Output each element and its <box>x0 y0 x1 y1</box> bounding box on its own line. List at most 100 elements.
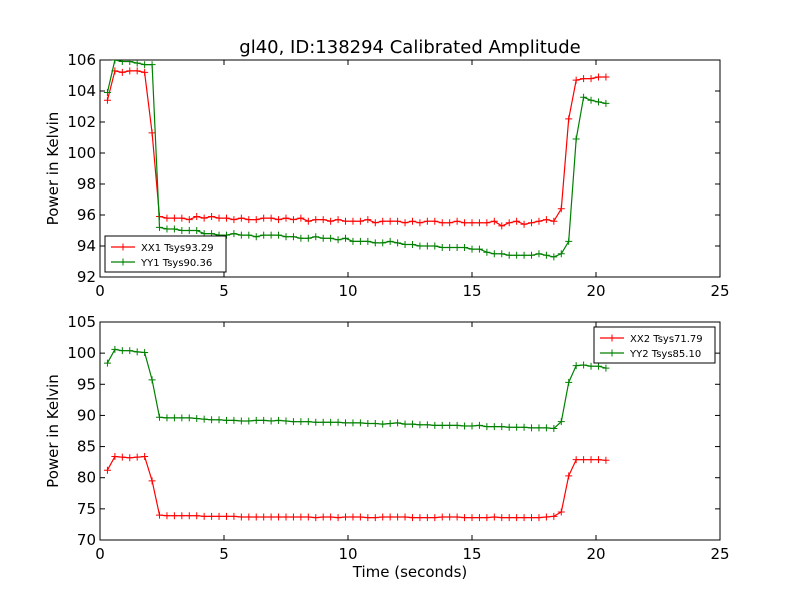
data-point <box>386 217 394 225</box>
data-point <box>528 514 536 522</box>
data-point <box>319 513 327 521</box>
data-point <box>282 513 290 521</box>
data-point <box>252 233 260 241</box>
data-point <box>260 513 268 521</box>
legend-marker <box>608 349 616 357</box>
data-point <box>520 423 528 431</box>
data-point <box>438 244 446 252</box>
data-point <box>342 234 350 242</box>
data-point <box>408 240 416 248</box>
x-tick-label: 0 <box>95 545 105 563</box>
x-tick-label: 0 <box>95 282 105 300</box>
data-point <box>431 421 439 429</box>
data-point <box>118 453 126 461</box>
data-point <box>364 237 372 245</box>
data-point <box>468 219 476 227</box>
data-point <box>513 217 521 225</box>
data-point <box>275 513 283 521</box>
data-point <box>349 419 357 427</box>
data-point <box>587 75 595 83</box>
data-point <box>468 245 476 253</box>
data-point <box>505 251 513 259</box>
data-point <box>528 424 536 432</box>
data-point <box>327 234 335 242</box>
data-point <box>364 420 372 428</box>
data-point <box>126 67 134 75</box>
data-point <box>557 418 565 426</box>
data-point <box>490 513 498 521</box>
data-point <box>580 75 588 83</box>
data-point <box>156 511 164 519</box>
series-layer <box>103 345 610 522</box>
y-tick-label: 90 <box>77 406 96 424</box>
chart-title: gl40, ID:138294 Calibrated Amplitude <box>239 37 580 58</box>
data-point <box>356 217 364 225</box>
y-tick-label: 104 <box>67 82 96 100</box>
data-point <box>222 416 230 424</box>
data-point <box>282 233 290 241</box>
data-point <box>498 514 506 522</box>
x-tick-label: 20 <box>586 282 605 300</box>
data-point <box>275 231 283 239</box>
data-point <box>245 417 253 425</box>
data-point <box>475 245 483 253</box>
data-point <box>170 214 178 222</box>
data-point <box>468 514 476 522</box>
data-point <box>416 242 424 250</box>
data-point <box>178 414 186 422</box>
data-point <box>208 416 216 424</box>
x-tick-label: 20 <box>586 545 605 563</box>
legend: XX2 Tsys71.79 YY2 Tsys85.10 <box>593 326 716 364</box>
data-point <box>170 512 178 520</box>
data-point <box>334 236 342 244</box>
data-point <box>163 225 171 233</box>
data-point <box>304 217 312 225</box>
data-point <box>245 513 253 521</box>
data-point <box>416 421 424 429</box>
data-point <box>594 98 602 106</box>
data-point <box>275 216 283 224</box>
data-point <box>513 423 521 431</box>
data-point <box>461 244 469 252</box>
y-tick-label: 105 <box>67 313 96 331</box>
data-point <box>572 362 580 370</box>
data-point <box>535 250 543 258</box>
data-point <box>342 217 350 225</box>
data-point <box>475 219 483 227</box>
data-point <box>580 93 588 101</box>
data-point <box>193 227 201 234</box>
data-point <box>156 223 164 231</box>
data-point <box>565 237 573 245</box>
data-point <box>260 214 268 222</box>
data-point <box>557 205 565 213</box>
data-point <box>334 216 342 224</box>
data-point <box>297 214 305 222</box>
data-point <box>312 418 320 426</box>
data-point <box>550 512 558 520</box>
data-point <box>371 514 379 522</box>
data-point <box>111 345 119 353</box>
data-point <box>230 216 238 224</box>
x-tick-label: 10 <box>338 545 357 563</box>
data-point <box>126 347 134 355</box>
data-point <box>520 514 528 522</box>
data-point <box>267 513 275 521</box>
data-point <box>156 413 164 421</box>
data-point <box>505 514 513 522</box>
data-point <box>587 456 595 464</box>
x-tick-label: 25 <box>710 545 729 563</box>
data-point <box>453 513 461 521</box>
x-tick-label: 5 <box>219 282 229 300</box>
legend-label: YY2 Tsys85.10 <box>629 349 701 360</box>
data-point <box>163 214 171 222</box>
data-point <box>602 99 610 107</box>
legend-marker <box>119 243 127 251</box>
data-point <box>349 513 357 521</box>
y-tick-label: 98 <box>77 175 96 193</box>
data-point <box>416 514 424 522</box>
data-point <box>252 513 260 521</box>
data-point <box>431 242 439 250</box>
data-point <box>349 217 357 225</box>
data-point <box>222 512 230 520</box>
y-axis-title: Power in Kelvin <box>44 112 62 226</box>
